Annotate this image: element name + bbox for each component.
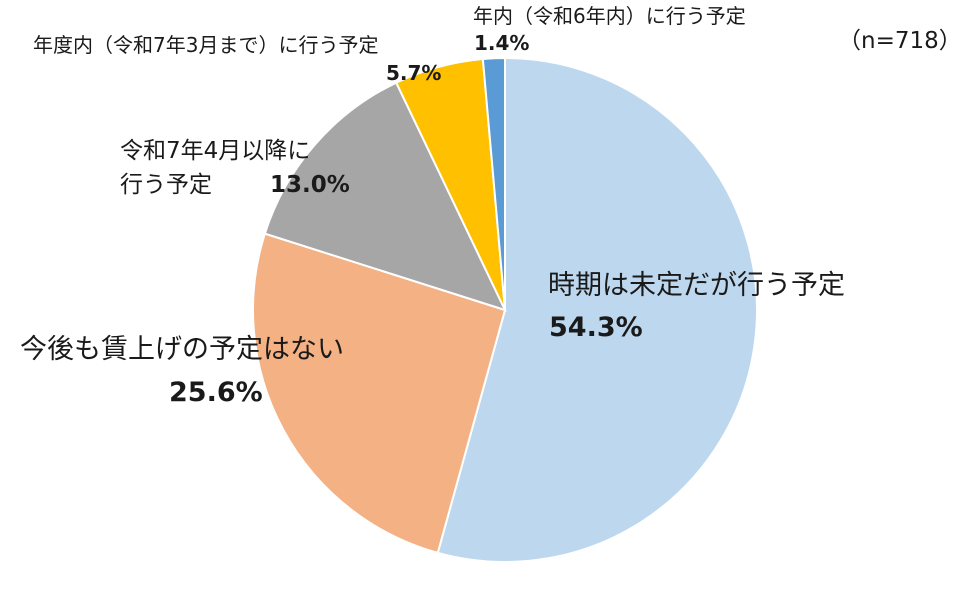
pie-slices (252, 56, 758, 563)
slice-value-undecided: 54.3% (549, 312, 643, 343)
slice-label-within-year: 年内（令和6年内）に行う予定 (473, 4, 746, 28)
pie-slice-within-year (481, 56, 506, 311)
sample-size-label: （n=718） (838, 28, 962, 54)
slice-label-after-april-line1: 令和7年4月以降に (120, 138, 310, 164)
slice-label-undecided: 時期は未定だが行う予定 (548, 270, 845, 301)
slice-label-no-plan: 今後も賃上げの予定はない (20, 334, 344, 365)
pie-slice-after-april (263, 81, 507, 312)
slice-value-no-plan: 25.6% (169, 377, 263, 408)
pie-slice-undecided (436, 56, 758, 563)
slice-label-after-april-line2: 行う予定 (120, 172, 212, 198)
slice-label-fiscal-year: 年度内（令和7年3月まで）に行う予定 (33, 33, 378, 57)
slice-value-after-april: 13.0% (270, 172, 350, 198)
pie-slice-no-plan (252, 232, 507, 555)
slice-value-within-year: 1.4% (474, 31, 529, 55)
slice-value-fiscal-year: 5.7% (386, 61, 441, 85)
